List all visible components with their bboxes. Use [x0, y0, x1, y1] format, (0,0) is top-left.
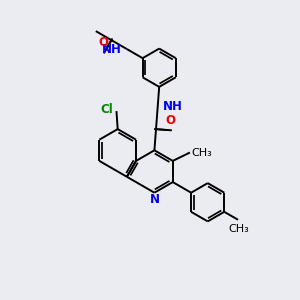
- Text: CH₃: CH₃: [228, 224, 249, 234]
- Text: Cl: Cl: [100, 103, 113, 116]
- Text: NH: NH: [163, 100, 183, 113]
- Text: CH₃: CH₃: [191, 148, 212, 158]
- Text: O: O: [165, 114, 176, 128]
- Text: N: N: [150, 193, 160, 206]
- Text: O: O: [99, 36, 109, 49]
- Text: NH: NH: [102, 43, 122, 56]
